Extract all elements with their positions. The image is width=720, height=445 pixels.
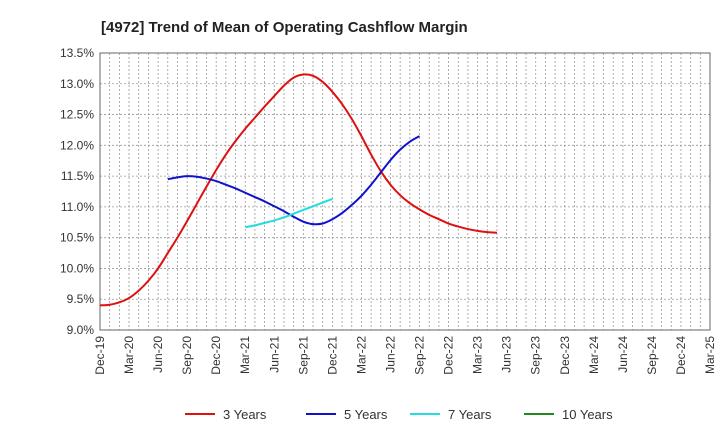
- legend-label: 3 Years: [223, 407, 267, 422]
- legend: 3 Years 5 Years 7 Years 10 Years: [185, 407, 613, 422]
- series-line-5-years: [167, 135, 421, 226]
- x-tick-label: Dec-22: [442, 336, 456, 375]
- x-tick-label: Sep-20: [180, 336, 194, 375]
- series-line-7-years: [245, 197, 333, 229]
- y-tick-label: 9.0%: [67, 323, 95, 337]
- x-tick-label: Jun-20: [151, 336, 165, 373]
- x-tick-label: Sep-24: [645, 336, 659, 375]
- y-tick-label: 13.5%: [60, 46, 94, 60]
- legend-label: 10 Years: [562, 407, 613, 422]
- plot-frame: [99, 52, 711, 331]
- y-tick-label: 11.0%: [61, 200, 94, 214]
- x-tick-label: Sep-22: [413, 336, 427, 375]
- legend-label: 7 Years: [448, 407, 492, 422]
- x-tick-label: Sep-23: [529, 336, 543, 375]
- x-tick-label: Dec-21: [325, 336, 339, 375]
- y-tick-label: 12.5%: [60, 108, 94, 122]
- x-tick-label: Mar-22: [354, 336, 368, 374]
- y-tick-label: 12.0%: [60, 138, 94, 152]
- y-tick-label: 13.0%: [60, 77, 94, 91]
- series-lines: [99, 73, 498, 307]
- x-tick-label: Dec-20: [209, 336, 223, 375]
- x-tick-label: Mar-23: [471, 336, 485, 374]
- x-tick-label: Mar-21: [238, 336, 252, 374]
- x-tick-label: Jun-22: [383, 336, 397, 373]
- x-tick-label: Jun-23: [500, 336, 514, 373]
- y-axis: 9.0% 9.5% 10.0% 10.5% 11.0% 11.5% 12.0% 12.5% 13…: [60, 46, 94, 337]
- y-tick-label: 11.5%: [61, 169, 94, 183]
- x-tick-label: Mar-25: [703, 336, 717, 374]
- y-tick-label: 10.0%: [60, 261, 94, 275]
- x-tick-label: Jun-21: [267, 336, 281, 373]
- x-tick-label: Dec-19: [93, 336, 107, 375]
- x-tick-label: Dec-23: [558, 336, 572, 375]
- x-axis: Dec-19 Mar-20 Jun-20 Sep-20 Dec-20 Mar-21 Jun-…: [93, 336, 717, 375]
- chart-title: [4972] Trend of Mean of Operating Cashfl…: [101, 19, 468, 36]
- y-tick-label: 9.5%: [67, 292, 95, 306]
- x-tick-label: Mar-24: [587, 336, 601, 374]
- grid: [100, 53, 710, 330]
- x-tick-label: Dec-24: [674, 336, 688, 375]
- y-tick-label: 10.5%: [60, 231, 94, 245]
- series-line-3-years: [99, 73, 498, 307]
- x-tick-label: Mar-20: [122, 336, 136, 374]
- x-tick-label: Sep-21: [296, 336, 310, 375]
- x-tick-label: Jun-24: [616, 336, 630, 373]
- legend-label: 5 Years: [344, 407, 388, 422]
